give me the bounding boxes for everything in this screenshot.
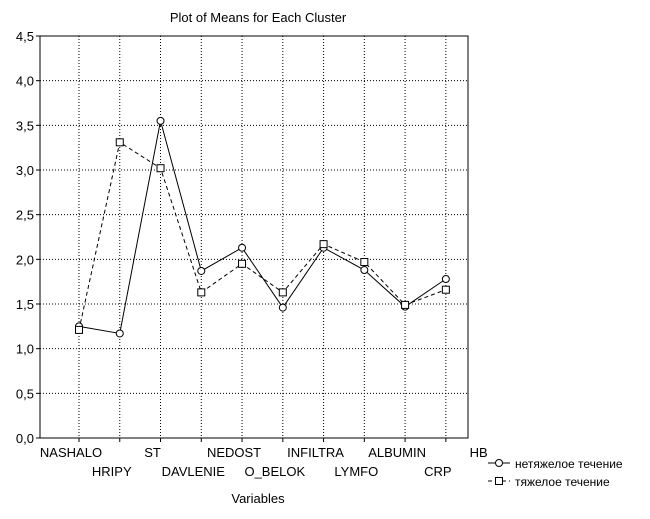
x-tick-label: LYMFO — [334, 464, 378, 479]
grid — [40, 35, 468, 439]
axes: 0,0 0,5 1,0 1,5 2,0 2,5 3,0 3,5 4,0 4,5 NASHALO ST N… — [16, 29, 488, 479]
y-tick-label: 0,5 — [16, 386, 34, 401]
chart-title: Plot of Means for Each Cluster — [170, 10, 347, 25]
series-line — [78, 120, 447, 335]
data-point-circle — [115, 329, 124, 338]
x-tick-label: ALBUMIN — [368, 445, 426, 460]
legend-label: нетяжелое течение — [515, 457, 623, 471]
data-point-square — [75, 325, 83, 334]
y-tick-label: 2,5 — [16, 208, 34, 223]
data-point-circle — [360, 266, 369, 275]
x-tick-label: DAVLENIE — [162, 464, 226, 479]
y-tick-label: 3,5 — [16, 118, 34, 133]
x-axis-label: Variables — [231, 491, 285, 506]
data-point-circle — [197, 266, 206, 275]
series-2 — [75, 138, 450, 334]
y-tick-label: 1,0 — [16, 342, 34, 357]
series-layer — [75, 116, 450, 338]
data-point-square — [156, 164, 165, 173]
legend: нетяжелое течение тяжелое течение — [488, 457, 623, 489]
y-tick-label: 3,0 — [16, 163, 34, 178]
legend-label: тяжелое течение — [515, 475, 610, 489]
y-tick-label: 1,5 — [16, 297, 34, 312]
legend-marker-square — [495, 477, 503, 485]
data-point-square — [115, 138, 124, 147]
x-tick-label: NEDOST — [207, 445, 261, 460]
x-tick-label: HRIPY — [92, 464, 132, 479]
data-point-square — [360, 258, 369, 267]
data-point-circle — [441, 274, 450, 283]
x-tick-label: O_BELOK — [244, 464, 305, 479]
legend-marker-circle — [495, 459, 503, 467]
data-point-circle — [238, 243, 247, 252]
data-point-circle — [156, 116, 165, 125]
y-tick-label: 4,0 — [16, 74, 34, 89]
y-tick-label: 0,0 — [16, 431, 34, 446]
y-tick-label: 4,5 — [16, 29, 34, 44]
data-point-square — [238, 259, 247, 268]
x-tick-label: NASHALO — [40, 445, 102, 460]
data-point-square — [278, 288, 287, 297]
data-point-square — [401, 300, 410, 309]
x-tick-label: ST — [144, 445, 161, 460]
data-point-square — [319, 240, 328, 249]
plot-frame — [39, 35, 469, 439]
x-tick-label: HB — [470, 445, 488, 460]
x-tick-label: INFILTRA — [287, 445, 344, 460]
data-point-square — [197, 288, 206, 297]
data-point-square — [441, 285, 450, 294]
y-tick-label: 2,0 — [16, 252, 34, 267]
data-point-circle — [278, 303, 287, 312]
x-tick-label: CRP — [424, 464, 451, 479]
